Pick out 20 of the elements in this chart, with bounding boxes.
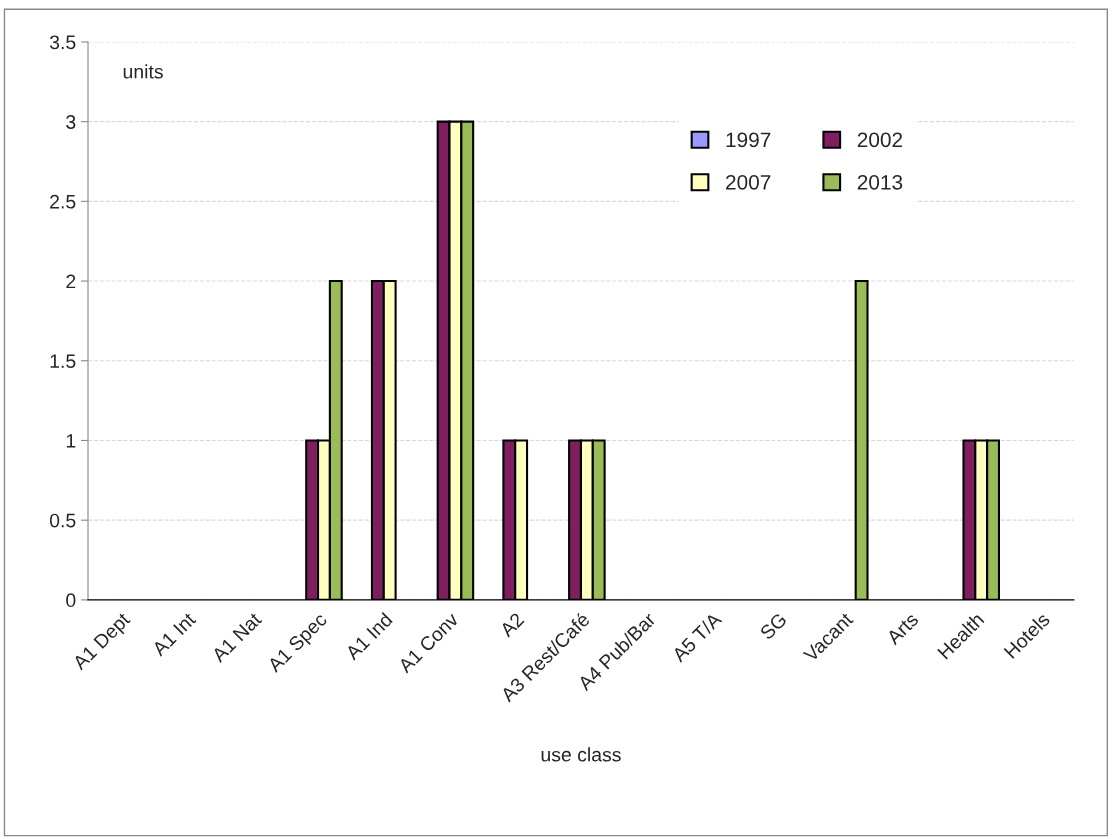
x-tick-label: A1 Nat bbox=[210, 611, 263, 664]
y-tick-label: 0 bbox=[66, 593, 76, 608]
legend-label: 2013 bbox=[857, 174, 903, 190]
legend-label: 2007 bbox=[726, 174, 771, 190]
x-tick-label: A1 Int bbox=[151, 611, 197, 657]
legend-label: 1997 bbox=[726, 132, 771, 148]
annotation: units bbox=[123, 64, 163, 79]
x-tick-label: Arts bbox=[885, 612, 920, 646]
y-tick-label: 3.5 bbox=[49, 35, 76, 50]
y-tick-label: 1.5 bbox=[50, 354, 76, 369]
y-tick-label: 0.5 bbox=[49, 513, 76, 528]
y-tick-label: 3 bbox=[66, 115, 76, 129]
y-tick-label: 1 bbox=[66, 434, 76, 448]
legend-label: 2002 bbox=[857, 132, 903, 148]
x-axis-title: use class bbox=[541, 747, 621, 762]
y-tick-label: 2 bbox=[66, 274, 76, 289]
x-tick-label: A1 Ind bbox=[344, 611, 393, 661]
x-tick-label: A5 T/A bbox=[670, 611, 723, 663]
y-tick-label: 2.5 bbox=[50, 194, 76, 209]
x-tick-label: SG bbox=[759, 612, 788, 641]
